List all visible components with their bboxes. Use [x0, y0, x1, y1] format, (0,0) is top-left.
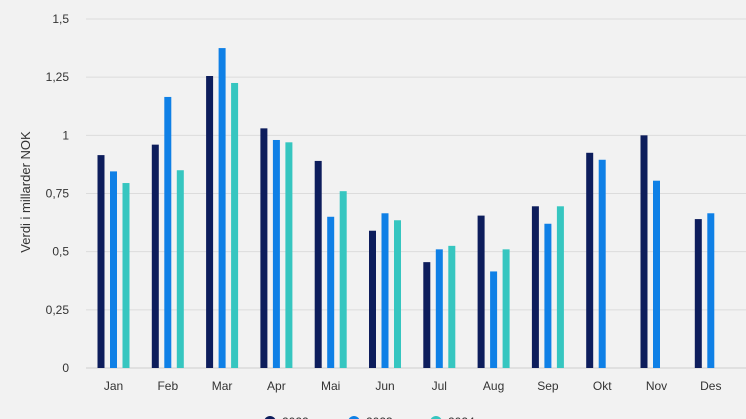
bar-2024-jul: [448, 245, 456, 368]
bar-2022-mai: [314, 160, 322, 368]
y-tick-label: 1: [62, 128, 69, 142]
bar-2023-des: [707, 213, 715, 368]
bar-2023-jul: [435, 249, 443, 368]
bar-2023-jan: [110, 171, 117, 368]
bar-2024-mai: [339, 191, 347, 368]
bar-2022-feb: [151, 144, 159, 368]
x-tick-label: Feb: [157, 379, 178, 393]
grid-lines: [86, 18, 746, 369]
bar-2022-sep: [531, 206, 539, 368]
x-tick-label: Mai: [321, 379, 340, 393]
legend-label: 2022: [282, 415, 309, 419]
bar-2023-nov: [653, 180, 660, 368]
bar-2022-nov: [640, 135, 648, 368]
bar-2023-jun: [381, 213, 389, 368]
bar-2023-aug: [490, 271, 498, 368]
bar-2022-mar: [206, 76, 214, 369]
bar-2022-jun: [369, 230, 376, 368]
bar-2023-feb: [164, 96, 172, 369]
x-tick-label: Aug: [483, 379, 504, 393]
x-tick-label: Apr: [267, 379, 286, 393]
bar-2022-des: [694, 219, 702, 368]
y-axis-label: Verdi i millarder NOK: [18, 131, 33, 253]
bars: [97, 48, 715, 369]
bar-2023-okt: [598, 159, 606, 368]
bar-2022-okt: [586, 152, 594, 368]
legend-label: 2024: [448, 415, 475, 419]
x-tick-label: Sep: [537, 379, 559, 393]
bar-2024-aug: [502, 249, 510, 368]
bar-2022-apr: [260, 128, 268, 368]
y-tick-label: 1,5: [52, 12, 69, 26]
bar-2024-jan: [122, 183, 130, 368]
y-tick-label: 0,75: [46, 187, 70, 201]
bar-2022-aug: [477, 215, 485, 368]
x-tick-label: Jul: [432, 379, 447, 393]
bar-2022-jul: [423, 262, 431, 368]
x-tick-label: Okt: [593, 379, 612, 393]
y-tick-label: 0,5: [52, 245, 69, 259]
x-tick-label: Mar: [212, 379, 233, 393]
bar-2024-apr: [285, 142, 293, 368]
legend-label: 2023: [366, 415, 393, 419]
y-tick-label: 0: [62, 361, 69, 375]
x-tick-label: Des: [700, 379, 721, 393]
bar-2022-jan: [97, 155, 105, 368]
x-tick-label: Jan: [104, 379, 123, 393]
x-tick-label: Jun: [375, 379, 394, 393]
x-axis-ticks: Jan Feb Mar Apr Mai Jun Jul Aug Sep Okt Nov Des: [104, 379, 722, 393]
bar-2023-mar: [218, 48, 226, 368]
legend-marker-2023: [348, 416, 360, 419]
legend: 2022 2023 2024: [264, 415, 475, 419]
bar-2024-jun: [394, 220, 401, 368]
legend-marker-2022: [264, 416, 276, 419]
bar-2024-sep: [556, 206, 564, 368]
x-tick-label: Nov: [646, 379, 667, 393]
y-tick-label: 1,25: [46, 70, 70, 84]
bar-2023-mai: [327, 216, 335, 368]
bar-2024-feb: [176, 170, 184, 368]
y-tick-label: 0,25: [46, 303, 70, 317]
legend-marker-2024: [430, 416, 442, 419]
bar-2024-mar: [231, 82, 239, 368]
bar-2023-apr: [272, 139, 280, 368]
y-axis-ticks: 0 0,25 0,5 0,75 1 1,25 1,5: [46, 12, 70, 375]
bar-2023-sep: [544, 223, 552, 368]
